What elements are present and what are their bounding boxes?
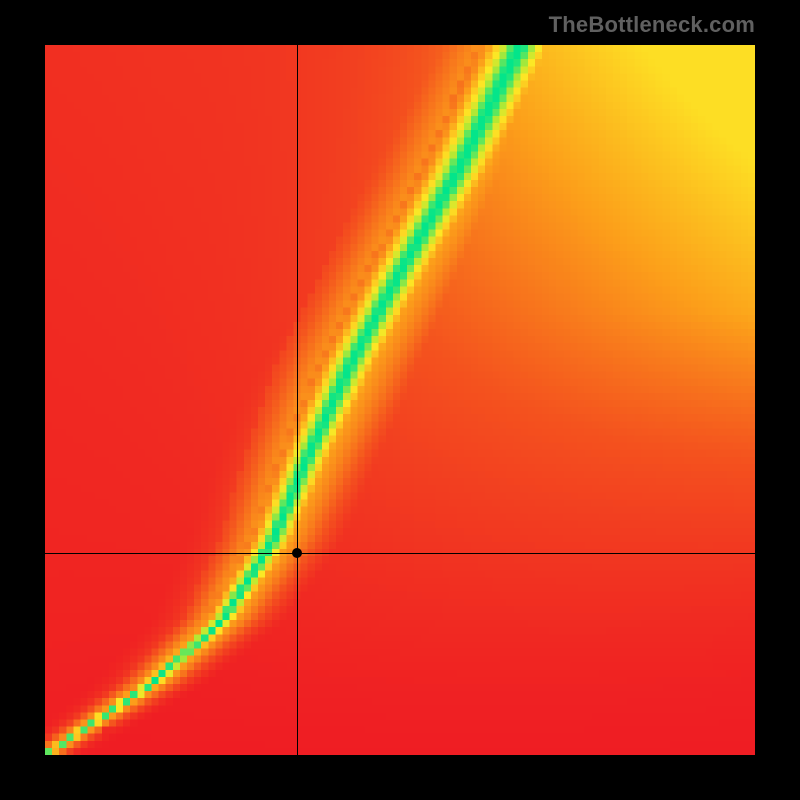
crosshair-horizontal bbox=[45, 553, 755, 554]
chart-container: TheBottleneck.com bbox=[0, 0, 800, 800]
bottleneck-heatmap bbox=[45, 45, 755, 755]
data-point-marker bbox=[292, 548, 302, 558]
crosshair-vertical bbox=[297, 45, 298, 755]
watermark-text: TheBottleneck.com bbox=[549, 12, 755, 38]
